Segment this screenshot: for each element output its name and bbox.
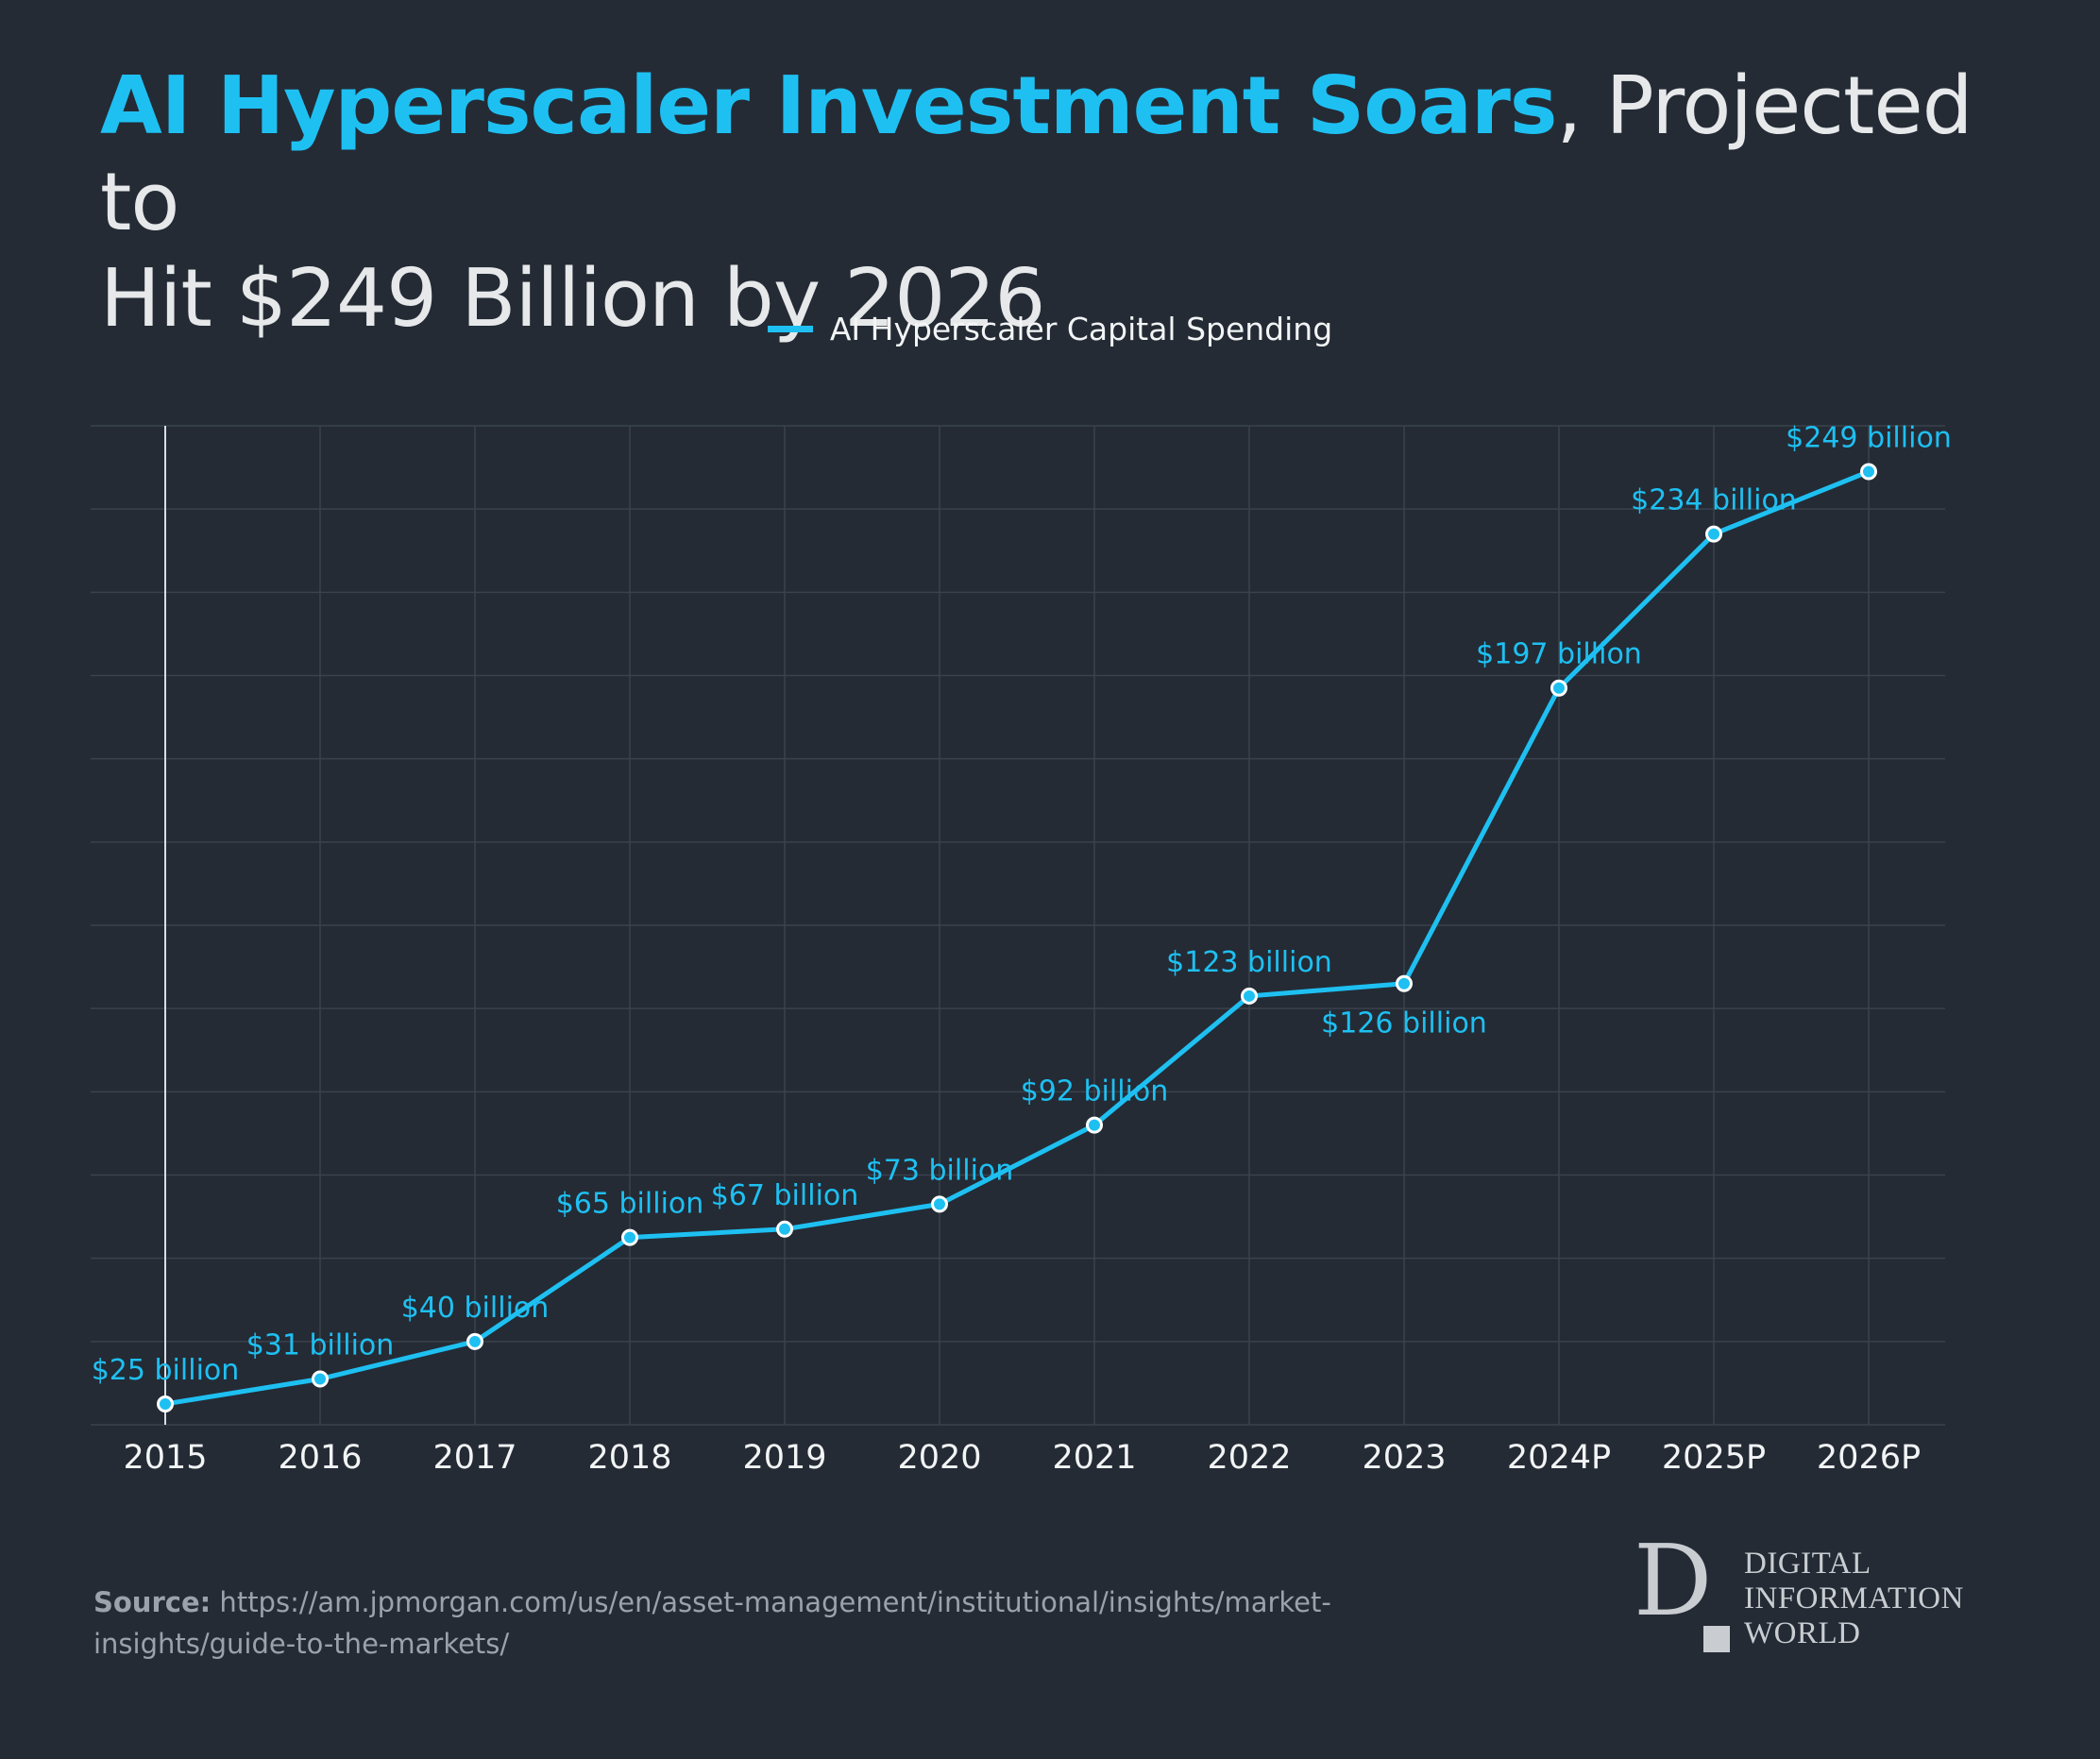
data-label: $73 billion [866, 1154, 1014, 1187]
x-tick-label: 2017 [432, 1439, 517, 1477]
x-tick-label: 2016 [278, 1439, 362, 1477]
logo-square [1703, 1626, 1730, 1652]
title-rest-line2: Hit $249 Billion by 2026 [100, 252, 1045, 346]
data-point [931, 1195, 948, 1213]
data-point [776, 1220, 793, 1238]
source-label: Source: [93, 1586, 212, 1618]
x-tick-label: 2025P [1662, 1439, 1766, 1477]
data-label: $123 billion [1166, 946, 1332, 979]
x-tick-label: 2024P [1507, 1439, 1611, 1477]
data-label: $126 billion [1321, 1007, 1487, 1040]
data-point [466, 1332, 483, 1350]
data-point [1241, 987, 1258, 1005]
data-label: $31 billion [246, 1329, 395, 1362]
source-note: Source: https://am.jpmorgan.com/us/en/as… [93, 1581, 1434, 1665]
data-label: $65 billion [556, 1188, 704, 1221]
chart-legend: AI Hyperscaler Capital Spending [0, 308, 2100, 351]
data-point [1396, 974, 1413, 992]
x-tick-label: 2015 [123, 1439, 207, 1477]
x-tick-label: 2022 [1207, 1439, 1291, 1477]
data-point [157, 1395, 174, 1412]
data-point [1550, 679, 1567, 697]
data-label: $234 billion [1631, 484, 1797, 517]
x-tick-label: 2021 [1052, 1439, 1136, 1477]
logo-mark: D [1634, 1523, 1713, 1638]
data-label: $197 billion [1476, 638, 1642, 671]
x-tick-label: 2019 [742, 1439, 826, 1477]
data-label: $249 billion [1786, 421, 1952, 454]
x-tick-label: 2018 [587, 1439, 671, 1477]
data-point [1860, 463, 1877, 481]
data-label: $25 billion [92, 1354, 240, 1387]
logo-line-1: DIGITAL [1744, 1547, 1871, 1581]
logo-wordmark: DIGITAL INFORMATION WORLD [1744, 1547, 1964, 1651]
title-highlight: AI Hyperscaler Investment Soars [100, 59, 1557, 153]
data-point [621, 1228, 638, 1246]
chart-title: AI Hyperscaler Investment Soars, Project… [100, 59, 2026, 347]
x-tick-label: 2026P [1817, 1439, 1921, 1477]
brand-logo: D DIGITAL INFORMATION WORLD [1634, 1531, 1992, 1662]
data-label: $40 billion [401, 1292, 550, 1325]
legend-swatch [767, 326, 813, 332]
legend-label: AI Hyperscaler Capital Spending [829, 311, 1333, 347]
logo-line-3: WORLD [1744, 1616, 1861, 1650]
data-point [312, 1370, 329, 1388]
logo-line-2: INFORMATION [1744, 1581, 1964, 1615]
x-tick-label: 2020 [897, 1439, 981, 1477]
series-line [162, 468, 1871, 1407]
data-point [1705, 525, 1722, 543]
data-label: $92 billion [1021, 1075, 1169, 1108]
x-tick-label: 2023 [1362, 1439, 1446, 1477]
source-url[interactable]: https://am.jpmorgan.com/us/en/asset-mana… [93, 1586, 1331, 1660]
data-label: $67 billion [711, 1179, 859, 1212]
data-point [1086, 1116, 1103, 1134]
title-rest-line1: , Projected to [100, 59, 1973, 249]
